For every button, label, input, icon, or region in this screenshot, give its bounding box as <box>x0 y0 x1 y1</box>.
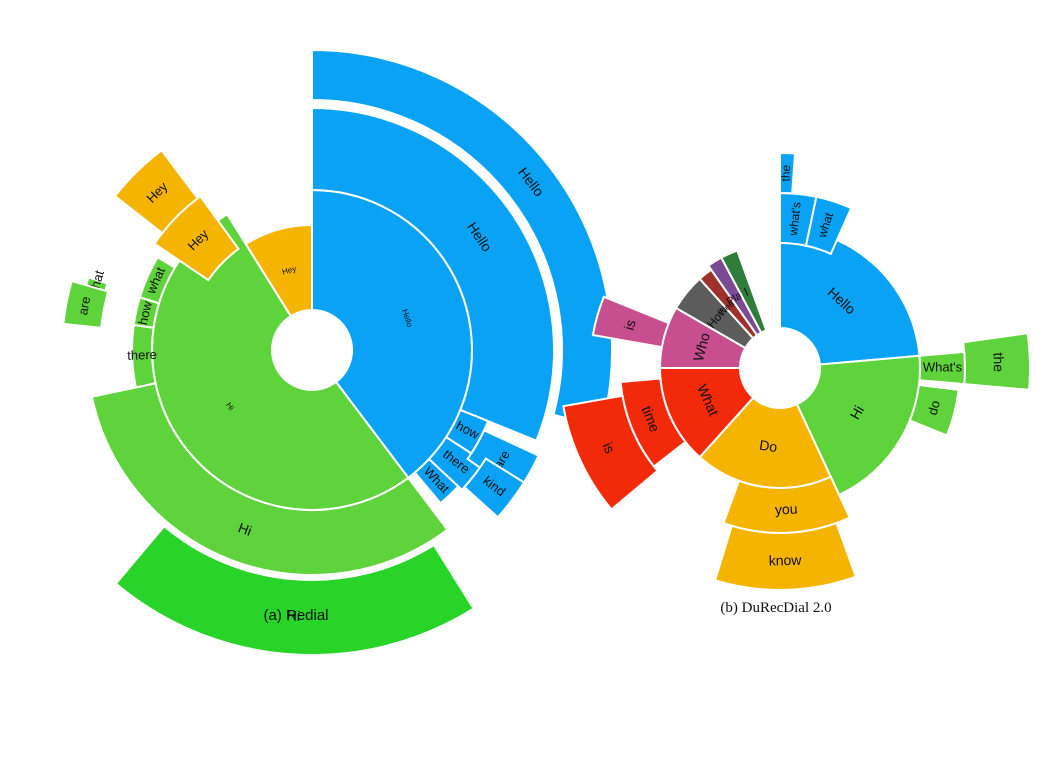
redial-ring3-segment-are <box>62 279 110 329</box>
redial-ring1-segment-hey <box>244 223 313 318</box>
durecdial-ring1-label-do: Do <box>758 437 778 456</box>
chart-redial: HelloHiHeyHellohowthereWhatHitherehowwha… <box>62 48 613 656</box>
caption-durecdial: (b) DuRecDial 2.0 <box>720 600 831 616</box>
redial-ring2-label-hi: Hi <box>236 519 254 539</box>
durecdial-ring2-label-whats: what's <box>786 201 804 237</box>
durecdial-center-hole <box>742 330 818 406</box>
durecdial-ring3-segment-is <box>562 394 659 511</box>
redial-ring2-label-how: how <box>135 299 155 326</box>
redial-ring3-segment-kind <box>462 457 526 519</box>
durecdial-ring3-label-the: the <box>779 164 794 181</box>
redial-ring3-label-hi: Hi <box>286 607 300 624</box>
redial-ring1-label-hi: Hi <box>224 401 236 413</box>
durecdial-ring3-segment-the <box>962 332 1032 391</box>
durecdial-ring3-segment-know <box>713 521 858 591</box>
redial-ring2-segment-what <box>138 255 177 305</box>
durecdial-ring2-segment-do <box>908 383 960 437</box>
redial-ring3-segment-are <box>466 428 540 495</box>
durecdial-ring1-label-who: Who <box>690 331 713 363</box>
durecdial-ring3-segment-the <box>779 151 797 195</box>
redial-ring3-segment-hey <box>113 148 200 235</box>
redial-ring2-segment-hi <box>90 382 449 576</box>
durecdial-ring1-segment-i <box>719 249 768 335</box>
redial-ring2-segment-hello <box>311 106 555 442</box>
durecdial-ring2-segment-what <box>804 195 853 256</box>
durecdial-ring3-label-the: the <box>990 352 1007 372</box>
durecdial-ring2-segment-is <box>591 295 671 349</box>
redial-ring3-segment-hi <box>114 524 476 656</box>
redial-ring1-label-hey: Hey <box>281 264 297 277</box>
caption-redial: (a) Redial <box>263 607 328 624</box>
redial-center-hole <box>274 312 350 388</box>
durecdial-ring2-label-you: you <box>775 501 798 518</box>
durecdial-ring2-label-do: do <box>925 399 943 417</box>
durecdial-ring1-label-i: I <box>742 285 751 299</box>
redial-ring3-label-are: are <box>75 295 93 316</box>
durecdial-ring3-label-know: know <box>768 552 802 569</box>
redial-ring2-label-there: there <box>127 347 157 363</box>
durecdial-ring2-label-whats: What's <box>923 359 963 374</box>
durecdial-ring2-label-is: is <box>621 318 639 332</box>
redial-ring2-segment-what <box>413 457 460 505</box>
